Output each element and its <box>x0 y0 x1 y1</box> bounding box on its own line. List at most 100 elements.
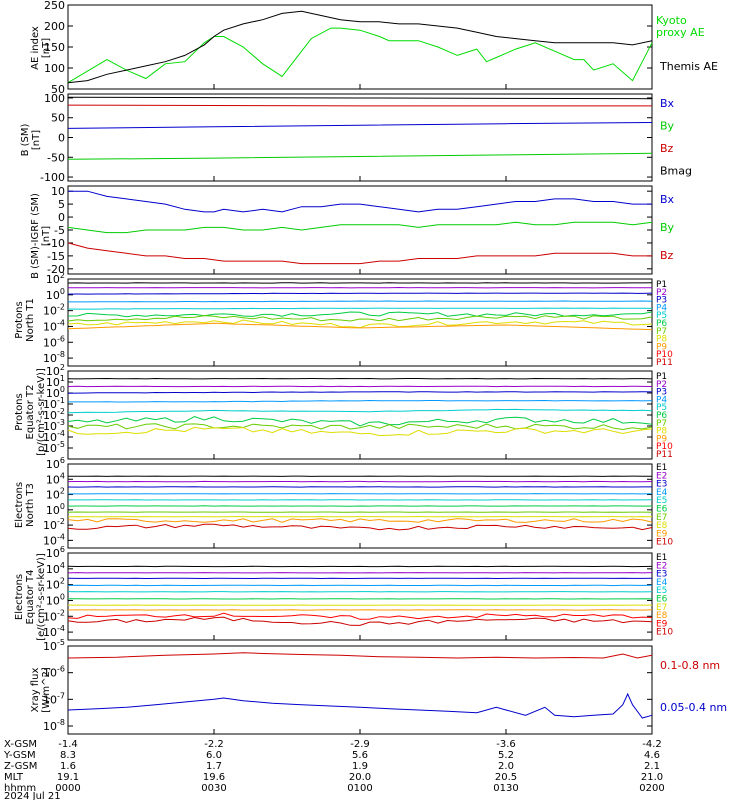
panel-frame-5 <box>67 370 653 460</box>
legend-4-P1: P1 <box>656 280 667 290</box>
ylabel-et4-1: Electrons <box>14 574 25 620</box>
ytick-label-6-5: 106 <box>46 456 65 471</box>
xaxis-value-0-0: -1.4 <box>58 739 78 750</box>
ylabel-ae-1: AE index <box>30 26 41 70</box>
xaxis-value-2-1: 5.6 <box>352 750 368 761</box>
legend-7-E1: E1 <box>656 553 667 563</box>
legend-5-P7: P7 <box>656 419 667 429</box>
legend-4-P10: P10 <box>656 350 673 360</box>
series-4-P6 <box>67 311 653 318</box>
xaxis-value-4-1: 4.6 <box>644 750 660 761</box>
series-5-P5 <box>67 408 653 414</box>
legend-3-Bz: Bz <box>660 249 674 262</box>
ylabel-bsm-2: [nT] <box>31 130 42 150</box>
series-3-By <box>67 221 653 234</box>
ylabel-et4-2: Equator T4 <box>25 570 36 625</box>
legend-2-By: By <box>660 120 675 133</box>
legend-3-Bx: Bx <box>660 193 675 206</box>
xaxis-value-3-2: 2.0 <box>498 761 514 772</box>
series-2-Bz <box>67 104 652 107</box>
xaxis-value-3-3: 20.5 <box>495 772 517 783</box>
legend-7-E9: E9 <box>656 619 668 629</box>
series-5-P4 <box>68 399 653 403</box>
legend-5-P10: P10 <box>656 442 673 452</box>
xaxis-value-0-1: 8.3 <box>60 750 76 761</box>
ytick-label-3-2: -10 <box>47 237 65 250</box>
xaxis-value-2-2: 1.9 <box>352 761 368 772</box>
ytick-label-7-3: 102 <box>46 577 65 592</box>
legend-6-E8: E8 <box>656 521 668 531</box>
series-5-P7 <box>67 423 653 431</box>
xaxis-row-label-2: Z-GSM <box>4 761 37 772</box>
series-6-E9 <box>67 518 653 523</box>
legend-2-Bx: Bx <box>660 97 675 110</box>
legend-7-E7: E7 <box>656 603 667 613</box>
legend-2-Bz: Bz <box>660 142 674 155</box>
legend-7-E4: E4 <box>656 578 668 588</box>
ytick-label-7-1: 10-2 <box>43 608 65 623</box>
xaxis-value-0-2: 1.6 <box>60 761 76 772</box>
xaxis-row-label-0: X-GSM <box>4 739 37 750</box>
ytick-label-4-2: 10-4 <box>43 318 65 333</box>
xaxis-value-1-3: 19.6 <box>203 772 225 783</box>
ytick-label-2-2: 0 <box>58 132 65 145</box>
series-4-P7 <box>67 315 653 322</box>
legend-kyoto-2: proxy AE <box>656 26 705 39</box>
legend-6-E7: E7 <box>656 513 667 523</box>
series-1-Themis-AE <box>67 10 653 84</box>
series-5-P3 <box>67 391 653 394</box>
series-3-Bx <box>68 190 652 213</box>
ylabel-bigrf-1: B (SM)-IGRF (SM) <box>30 193 41 279</box>
ytick-label-3-0: -20 <box>47 263 65 276</box>
legend-5-P9: P9 <box>656 434 667 444</box>
series-2-Bmag <box>67 96 653 100</box>
legend-7-E2: E2 <box>656 561 667 571</box>
ylabel-bsm-1: B (SM) <box>20 123 31 156</box>
series-6-E10 <box>67 523 653 531</box>
ytick-label-4-4: 100 <box>46 287 65 302</box>
ytick-label-6-1: 10-2 <box>43 517 65 532</box>
legend-5-P2: P2 <box>656 380 667 390</box>
panel-frame-8 <box>67 645 653 735</box>
ytick-label-6-3: 102 <box>46 487 65 502</box>
ytick-label-7-4: 104 <box>46 561 65 576</box>
legend-kyoto-1: Kyoto <box>656 14 687 27</box>
ytick-label-8-2: 10-6 <box>43 665 65 680</box>
legend-5-P6: P6 <box>656 411 667 421</box>
ytick-label-6-4: 104 <box>46 471 65 486</box>
ytick-label-1-3: 200 <box>44 20 65 33</box>
legend-6-E2: E2 <box>656 471 667 481</box>
series-4-P9 <box>67 322 653 331</box>
legend-4-P5: P5 <box>656 311 667 321</box>
legend-5-P8: P8 <box>656 427 667 437</box>
ytick-label-2-1: -50 <box>47 151 65 164</box>
legend-6-E3: E3 <box>656 480 667 490</box>
ytick-label-2-4: 100 <box>44 92 65 105</box>
legend-7-E10: E10 <box>656 628 673 638</box>
xaxis-row-label-1: Y-GSM <box>3 750 36 761</box>
legend-8-0-05-0-4-nm: 0.05-0.4 nm <box>660 701 727 714</box>
legend-6-E1: E1 <box>656 463 667 473</box>
ylabel-et3-1: Electrons <box>14 482 25 528</box>
legend-4-P3: P3 <box>656 296 667 306</box>
xaxis-row-label-4: hhmm <box>4 783 36 794</box>
legend-3-By: By <box>660 221 675 234</box>
ytick-label-2-0: -100 <box>40 171 65 184</box>
legend-6-E4: E4 <box>656 488 668 498</box>
ylabel-pt2-1: Protons <box>14 393 25 430</box>
legend-7-E8: E8 <box>656 611 668 621</box>
legend-7-E3: E3 <box>656 570 667 580</box>
ytick-label-1-1: 100 <box>44 62 65 75</box>
legend-5-P1: P1 <box>656 372 667 382</box>
xaxis-value-1-4: 0030 <box>201 783 226 794</box>
ytick-label-1-4: 250 <box>44 0 65 12</box>
ae-legend: Kyoto proxy AE Themis AE <box>656 14 718 73</box>
xaxis-value-4-2: 2.1 <box>644 761 660 772</box>
xaxis-value-1-2: 1.7 <box>206 761 222 772</box>
ylabel-pt2-3: [p/(cm²-s-sr-keV)] <box>36 368 47 456</box>
xaxis-row-label-5: 2024 Jul 21 <box>4 791 61 800</box>
ylabel-et4-3: [e/(cm²-s-sr-keV)] <box>36 553 47 641</box>
axis-titles: AE index [nT] B (SM) [nT] B (SM)-IGRF (S… <box>14 26 52 713</box>
xaxis-value-0-3: 19.1 <box>57 772 79 783</box>
